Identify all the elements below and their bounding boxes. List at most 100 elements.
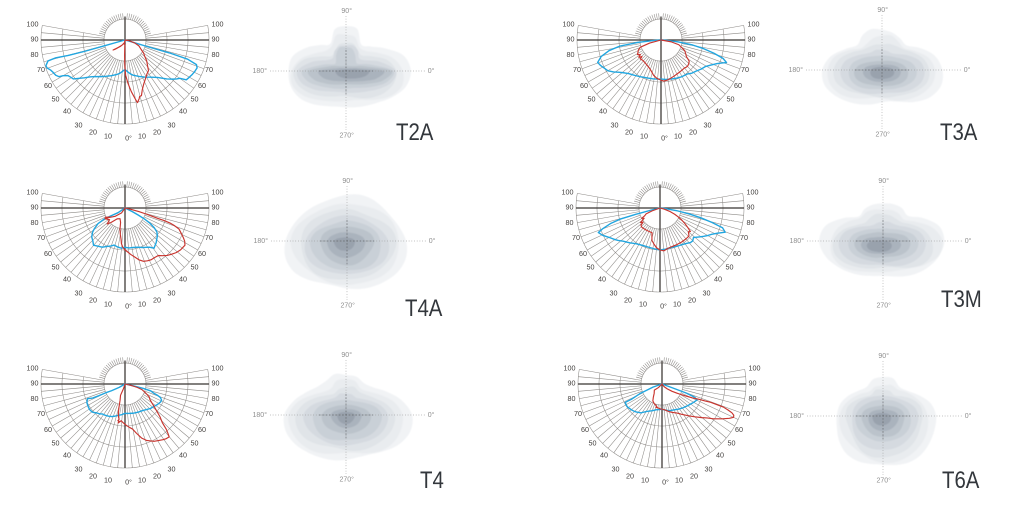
polar-angle-label: 30: [704, 464, 712, 473]
polar-angle-label: 20: [689, 127, 697, 136]
distribution-type-label: T4A: [405, 294, 443, 322]
polar-angle-label: 60: [735, 425, 743, 434]
distribution-type-label: T3A: [940, 119, 978, 146]
polar-angle-label: 30: [703, 289, 711, 298]
polar-angle-label: 10: [104, 132, 112, 141]
polar-angle-label: 40: [179, 275, 187, 284]
polar-angle-label: 90: [212, 378, 220, 387]
polar-curve-c90: [596, 39, 728, 81]
isocandela-contours: [819, 203, 945, 277]
polar-curve-c90: [624, 383, 698, 414]
polar-angle-label: 90: [748, 379, 756, 388]
polar-angle-label: 60: [580, 81, 588, 90]
polar-angle-label: 100: [563, 19, 575, 28]
polar-angle-label: 10: [675, 475, 683, 484]
iso-axis-label-right: 0°: [427, 411, 434, 419]
iso-axis-labels: 90° 270° 180° 0°: [790, 177, 972, 310]
polar-angle-label: 30: [168, 289, 176, 298]
polar-angle-label: 60: [581, 425, 589, 434]
polar-angle-label: 100: [27, 188, 39, 197]
polar-angle-label: 80: [566, 218, 574, 227]
polar-angle-label: 90: [212, 203, 220, 212]
polar-curve-c90: [45, 39, 198, 81]
polar-angle-label: 70: [37, 408, 45, 417]
iso-axis-label-right: 0°: [965, 411, 972, 419]
polar-angle-label: 20: [153, 128, 161, 137]
polar-curve-c0: [636, 39, 690, 82]
polar-angle-label: 80: [212, 218, 220, 227]
polar-curve-c0: [651, 383, 735, 420]
polar-angle-label: 70: [37, 233, 45, 242]
polar-angle-label: 10: [138, 475, 146, 484]
polar-angle-label: 70: [37, 65, 45, 74]
polar-angle-label: 70: [205, 233, 213, 242]
iso-axis-label-top: 90°: [341, 7, 352, 15]
polar-curve-c0: [104, 207, 186, 263]
iso-axis-label-bottom: 270°: [877, 302, 892, 310]
polar-angle-label: 70: [741, 65, 749, 74]
polar-angle-label: 60: [44, 424, 52, 433]
iso-axis-label-left: 180°: [788, 66, 803, 74]
polar-angle-label: 40: [63, 450, 71, 459]
polar-angle-label: 30: [75, 121, 83, 130]
isocandela-diagram-t2a: 90° 270° 180° 0°: [252, 7, 434, 140]
polar-angle-label: 80: [748, 394, 756, 403]
iso-axis-label-left: 180°: [252, 411, 267, 419]
iso-axis-labels: 90° 270° 180° 0°: [788, 6, 970, 139]
iso-contour-level-7: [335, 68, 370, 79]
polar-angle-label: 30: [611, 120, 619, 129]
iso-axis-labels: 90° 270° 180° 0°: [252, 7, 434, 140]
polar-angle-label: 10: [138, 300, 146, 309]
polar-curve-c0: [117, 383, 170, 442]
isocandela-contours: [836, 376, 937, 465]
distribution-type-label: T3M: [941, 285, 982, 313]
polar-angle-label: 20: [89, 128, 97, 137]
polar-angle-label: 60: [44, 249, 52, 258]
polar-angle-label: 70: [740, 233, 748, 242]
polar-angle-label: 30: [610, 289, 618, 298]
iso-axis-label-top: 90°: [341, 351, 352, 359]
polar-angle-label: 80: [747, 218, 755, 227]
polar-angle-label: 50: [191, 438, 199, 447]
polar-angle-label: 80: [748, 50, 756, 59]
polar-angle-label: 10: [138, 132, 146, 141]
polar-curve-c0: [112, 39, 150, 104]
polar-angle-label: 80: [567, 394, 575, 403]
iso-axis-labels: 90° 270° 180° 0°: [252, 351, 434, 484]
polar-angle-label: 100: [563, 363, 575, 372]
polar-angle-label: 10: [639, 300, 647, 309]
iso-axis-label-right: 0°: [965, 237, 972, 245]
iso-axis-label-bottom: 270°: [339, 131, 354, 139]
polar-angle-label: 90: [567, 379, 575, 388]
polar-angle-label: 20: [626, 471, 634, 480]
polar-angle-label: 100: [212, 363, 224, 372]
polar-angle-label: 60: [734, 81, 742, 90]
iso-axis-label-left: 180°: [253, 237, 268, 245]
polar-nadir-label: 0°: [662, 478, 669, 487]
polar-angle-label: 80: [31, 218, 39, 227]
polar-angle-label: 20: [89, 471, 97, 480]
distribution-type-label: T6A: [942, 466, 980, 494]
polar-angle-label: 80: [212, 50, 220, 59]
polar-angle-label: 50: [587, 263, 595, 272]
polar-angle-label: 70: [205, 408, 213, 417]
polar-nadir-label: 0°: [125, 477, 132, 486]
polar-angle-label: 90: [747, 203, 755, 212]
polar-angle-label: 80: [567, 50, 575, 59]
polar-angle-label: 70: [742, 409, 750, 418]
polar-angle-label: 10: [640, 131, 648, 140]
polar-angle-label: 30: [75, 464, 83, 473]
iso-axis-label-bottom: 270°: [340, 302, 355, 310]
polar-angle-label: 50: [727, 438, 735, 447]
polar-angle-label: 40: [63, 275, 71, 284]
polar-angle-label: 10: [641, 475, 649, 484]
polar-angle-label: 40: [600, 450, 608, 459]
polar-angle-label: 40: [598, 275, 606, 284]
